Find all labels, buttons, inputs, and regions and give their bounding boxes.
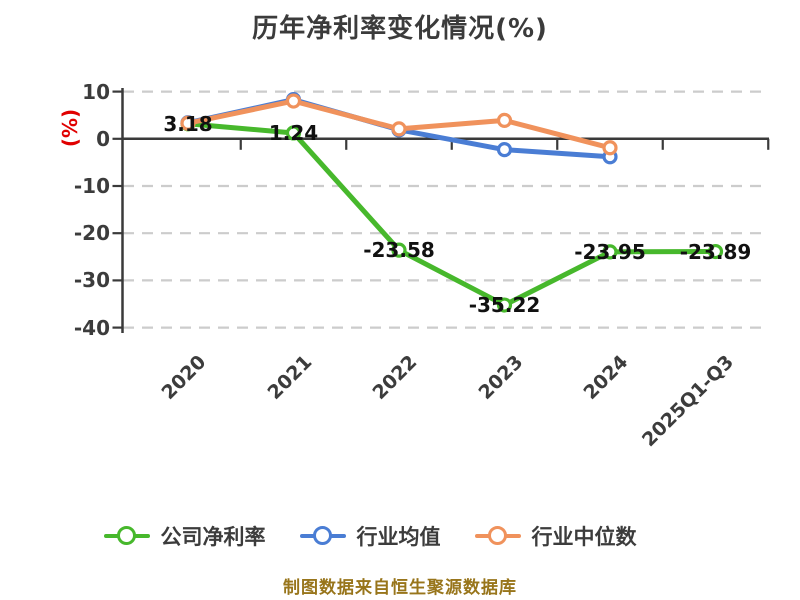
legend-circle-icon bbox=[487, 525, 507, 545]
y-tick-label: -10 bbox=[73, 174, 110, 198]
point-value-label: 1.24 bbox=[268, 120, 319, 145]
legend-item-company-net-margin[interactable]: 公司净利率 bbox=[103, 521, 266, 551]
data-point-industry-median bbox=[285, 93, 302, 109]
data-point-company-net-margin bbox=[496, 297, 513, 313]
legend-item-industry-mean[interactable]: 行业均值 bbox=[299, 521, 441, 551]
data-point-industry-median bbox=[391, 121, 407, 137]
data-point-industry-median bbox=[180, 115, 196, 131]
legend-circle-icon bbox=[116, 525, 136, 545]
point-value-label: -23.58 bbox=[363, 238, 435, 263]
data-source-note: 制图数据来自恒生聚源数据库 bbox=[283, 578, 517, 598]
chart-title: 历年净利率变化情况(%) bbox=[252, 14, 548, 44]
y-tick-label: -40 bbox=[73, 315, 110, 340]
data-point-company-net-margin bbox=[707, 243, 724, 260]
y-tick-label: -20 bbox=[73, 221, 110, 246]
legend-item-industry-median[interactable]: 行业中位数 bbox=[474, 521, 637, 551]
series-line-company-net-margin bbox=[185, 121, 718, 308]
legend-label: 行业中位数 bbox=[531, 525, 637, 549]
y-tick-label: 10 bbox=[82, 79, 110, 104]
data-point-industry-median bbox=[496, 112, 513, 128]
chart-legend: 公司净利率 行业均值 行业中位数 bbox=[0, 521, 770, 551]
data-point-company-net-margin bbox=[391, 242, 407, 258]
point-value-label: -23.89 bbox=[679, 239, 752, 264]
legend-marker-icon bbox=[299, 525, 346, 547]
data-point-company-net-margin bbox=[285, 125, 302, 141]
legend-marker-icon bbox=[474, 525, 521, 547]
point-value-label: 3.18 bbox=[163, 111, 213, 136]
legend-marker-icon bbox=[103, 525, 150, 547]
data-point-industry-median bbox=[602, 140, 618, 156]
y-tick-label: 0 bbox=[96, 126, 110, 151]
point-value-label: -35.22 bbox=[468, 293, 541, 318]
legend-circle-icon bbox=[312, 525, 332, 545]
point-value-label: -23.95 bbox=[574, 239, 646, 264]
legend-label: 公司净利率 bbox=[160, 525, 266, 549]
data-point-industry-mean bbox=[496, 142, 513, 158]
legend-label: 行业均值 bbox=[356, 525, 441, 549]
data-point-company-net-margin bbox=[602, 244, 618, 260]
y-tick-label: -30 bbox=[73, 268, 110, 293]
